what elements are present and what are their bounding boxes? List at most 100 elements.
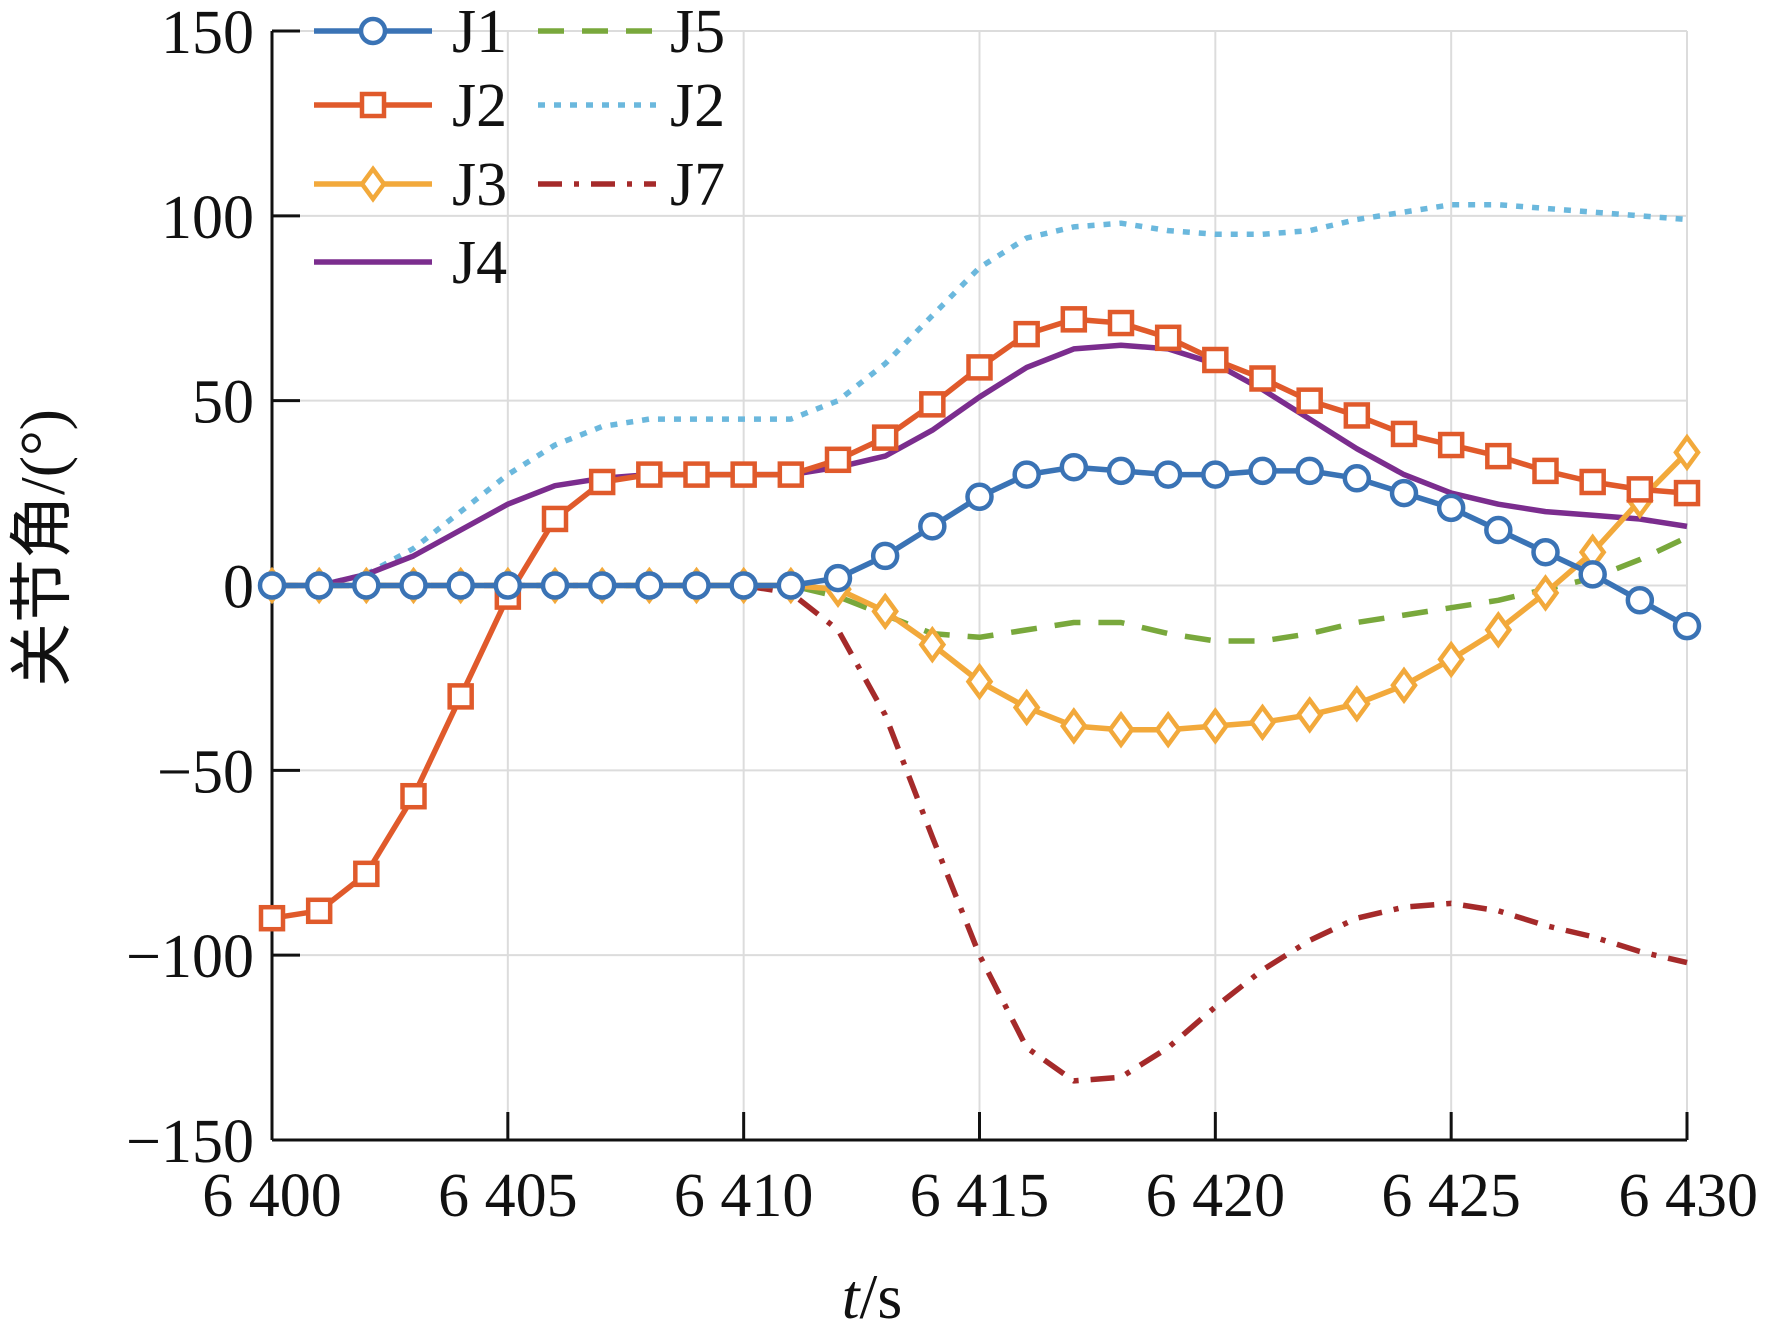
- series-j4-3: [272, 342, 1688, 589]
- y-tick-label: 150: [161, 0, 254, 67]
- data-point: [918, 625, 947, 664]
- data-point: [1201, 707, 1230, 745]
- data-point: [1107, 309, 1135, 337]
- data-point: [1248, 703, 1277, 742]
- x-tick-label: 6 420: [1146, 1162, 1286, 1230]
- legend-marker: [358, 16, 388, 46]
- data-point: [1295, 696, 1324, 734]
- data-point: [1579, 468, 1606, 496]
- data-point: [493, 571, 523, 600]
- data-point: [635, 571, 664, 600]
- data-point: [1107, 710, 1135, 749]
- y-axis-title: 关节角/(°): [7, 409, 78, 687]
- data-point: [871, 424, 899, 451]
- data-point: [1626, 476, 1654, 503]
- data-point: [1202, 346, 1229, 374]
- data-point: [1060, 306, 1088, 333]
- data-point: [1672, 611, 1702, 641]
- x-axis-title-unit: /s: [860, 1261, 903, 1332]
- data-point: [1484, 611, 1513, 649]
- data-point: [1059, 452, 1089, 482]
- y-tick-label: 50: [192, 369, 254, 437]
- data-point: [447, 683, 474, 710]
- y-tick-label: 100: [161, 184, 254, 252]
- legend-item: J7: [538, 151, 725, 219]
- y-tick-label: −100: [126, 923, 254, 991]
- legend-label: J7: [670, 151, 725, 219]
- data-point: [446, 571, 475, 600]
- series-layer: [257, 201, 1702, 1084]
- y-tick-label: −50: [157, 738, 254, 806]
- legend-item: J1: [314, 0, 507, 66]
- x-tick-label: 6 400: [202, 1162, 342, 1230]
- data-point: [1437, 640, 1465, 679]
- legend-item: J2: [538, 72, 725, 140]
- legend-label: J2: [452, 72, 507, 140]
- data-point: [730, 461, 757, 488]
- legend-item: J2: [314, 72, 507, 140]
- legend-item: J4: [314, 229, 507, 297]
- legend-label: J3: [452, 151, 507, 219]
- data-point: [400, 782, 427, 810]
- data-point: [1154, 324, 1182, 352]
- data-point: [1673, 433, 1701, 472]
- data-point: [871, 592, 899, 631]
- data-point: [1531, 537, 1560, 567]
- data-point: [258, 904, 286, 932]
- data-point: [352, 571, 381, 600]
- data-point: [541, 505, 569, 533]
- series-line: [272, 342, 1688, 589]
- grid: [272, 30, 1688, 1140]
- data-point: [1342, 464, 1372, 493]
- data-point: [1153, 460, 1183, 489]
- data-point: [1249, 365, 1276, 392]
- x-tick-label: 6 405: [438, 1162, 578, 1230]
- x-tick-label: 6 430: [1619, 1162, 1759, 1230]
- data-point: [1436, 493, 1466, 523]
- data-point: [1154, 710, 1182, 749]
- data-point: [636, 461, 663, 488]
- legend-marker: [359, 165, 387, 203]
- data-point: [1625, 586, 1655, 615]
- data-point: [966, 354, 993, 381]
- x-axis-title: t/s: [842, 1261, 902, 1332]
- data-point: [824, 446, 852, 474]
- y-tick-label: −150: [126, 1108, 254, 1176]
- legend-item: J5: [538, 0, 725, 66]
- data-point: [870, 541, 900, 571]
- data-point: [1343, 402, 1371, 429]
- data-point: [1485, 442, 1512, 470]
- data-point: [588, 468, 616, 496]
- legend-label: J4: [452, 229, 507, 297]
- axis-labels: 关节角/(°) t/s: [7, 409, 902, 1332]
- x-tick-label: 6 410: [674, 1162, 814, 1230]
- data-point: [919, 391, 946, 418]
- data-point: [776, 571, 806, 600]
- data-point: [304, 571, 334, 600]
- data-point: [1343, 684, 1371, 723]
- data-point: [1390, 420, 1418, 448]
- data-point: [1673, 479, 1701, 507]
- data-point: [965, 482, 994, 512]
- legend-item: J3: [314, 151, 507, 219]
- legend-label: J1: [452, 0, 507, 66]
- data-point: [1106, 456, 1136, 486]
- data-point: [682, 571, 711, 600]
- data-point: [587, 571, 617, 600]
- data-point: [729, 571, 758, 600]
- data-point: [1578, 560, 1607, 589]
- data-point: [1390, 666, 1418, 705]
- data-point: [1248, 456, 1277, 486]
- data-point: [1201, 460, 1230, 489]
- data-point: [305, 897, 333, 925]
- data-point: [1531, 574, 1560, 612]
- legend-label: J2: [670, 72, 725, 140]
- data-point: [399, 571, 428, 600]
- data-point: [1012, 688, 1041, 727]
- data-point: [1437, 431, 1465, 459]
- data-point: [823, 563, 853, 593]
- x-tick-label: 6 415: [910, 1162, 1050, 1230]
